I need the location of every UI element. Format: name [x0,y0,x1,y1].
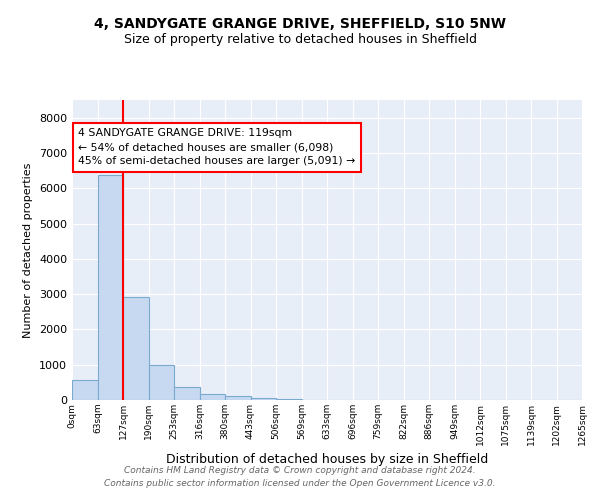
Text: Size of property relative to detached houses in Sheffield: Size of property relative to detached ho… [124,32,476,46]
Bar [276,398,302,400]
Bar [123,297,149,400]
Bar [225,396,251,400]
X-axis label: Distribution of detached houses by size in Sheffield: Distribution of detached houses by size … [166,453,488,466]
Bar [97,175,123,400]
Bar [251,398,276,400]
Text: Contains HM Land Registry data © Crown copyright and database right 2024.
Contai: Contains HM Land Registry data © Crown c… [104,466,496,487]
Bar [72,380,97,400]
Bar [199,394,225,400]
Text: 4 SANDYGATE GRANGE DRIVE: 119sqm
← 54% of detached houses are smaller (6,098)
45: 4 SANDYGATE GRANGE DRIVE: 119sqm ← 54% o… [79,128,356,166]
Bar [174,386,199,400]
Text: 4, SANDYGATE GRANGE DRIVE, SHEFFIELD, S10 5NW: 4, SANDYGATE GRANGE DRIVE, SHEFFIELD, S1… [94,18,506,32]
Bar [149,365,174,400]
Y-axis label: Number of detached properties: Number of detached properties [23,162,34,338]
